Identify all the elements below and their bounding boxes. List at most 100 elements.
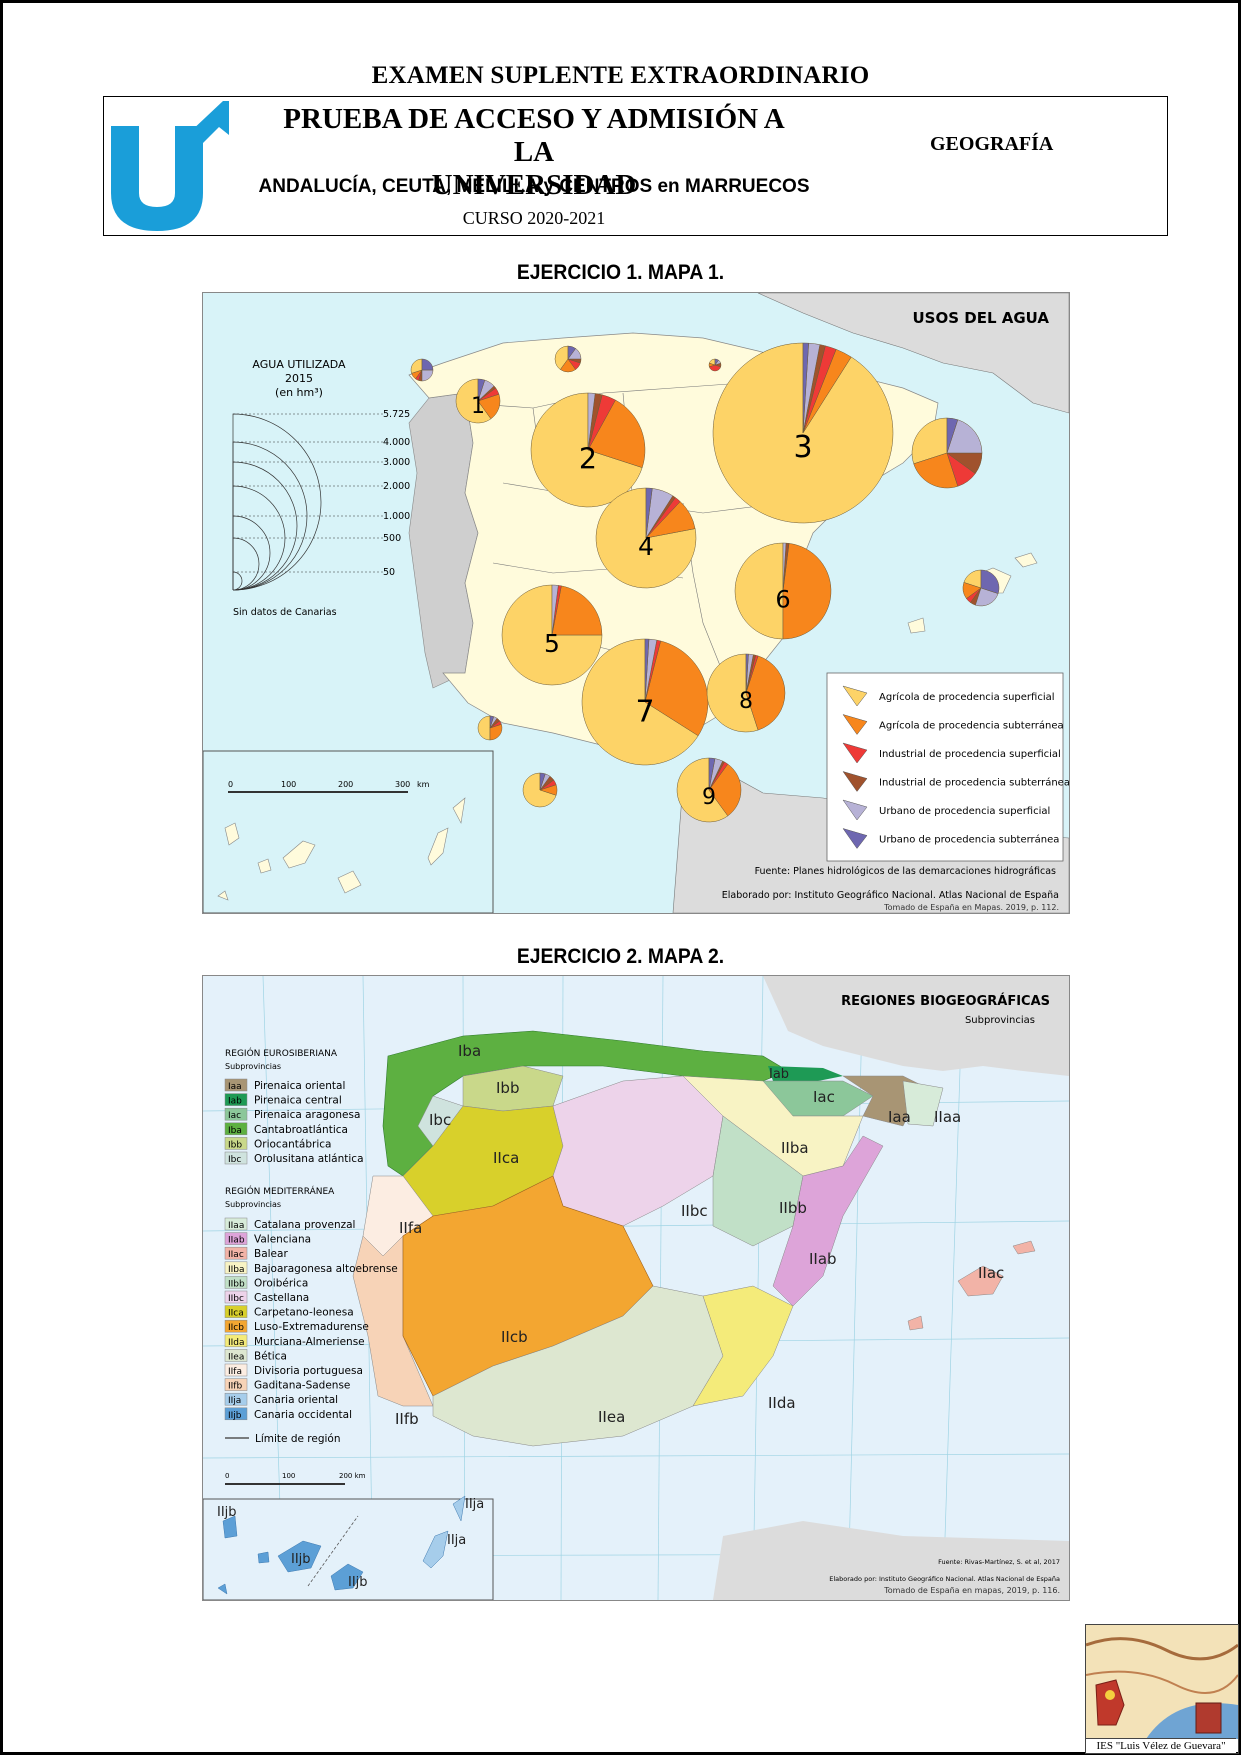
map2-credit: Elaborado por: Instituto Geográfico Naci… — [829, 1575, 1060, 1583]
water-uses-map: USOS DEL AGUA AGUA UTILIZADA 2015 (en hm… — [202, 292, 1070, 914]
pie-slice — [706, 653, 759, 733]
canary-islands — [217, 797, 466, 901]
legend-label: Balear — [254, 1248, 288, 1260]
legend-item: Ibb Oriocantábrica — [224, 1137, 331, 1150]
legend-label: Canaria occidental — [254, 1409, 352, 1421]
menorca-land — [1014, 552, 1038, 568]
km-scale-2: 0 100 200 km — [225, 1472, 366, 1485]
basin-number: 8 — [739, 689, 753, 714]
legend-item: IIba Bajoaragonesa altoebrense — [224, 1261, 398, 1275]
pie-slice — [587, 392, 596, 451]
legend-item: IIbb Oroibérica — [224, 1276, 308, 1289]
basin-number: 5 — [544, 629, 560, 658]
pie-slice — [745, 655, 786, 731]
svg-text:IIja: IIja — [447, 1533, 466, 1548]
legend-swatch — [224, 1378, 248, 1391]
km2-0: 0 — [225, 1472, 229, 1480]
legend-item: IIbc Castellana — [224, 1290, 309, 1304]
legend-swatch — [842, 714, 868, 735]
legend-code: IIac — [228, 1250, 244, 1260]
legend-swatch — [224, 1137, 248, 1150]
legend-label: Orolusitana atlántica — [254, 1153, 364, 1165]
pie-minor-13 — [962, 569, 1000, 607]
basin-number: 3 — [793, 430, 812, 465]
school-seal: IES "Luis Vélez de Guevara" — [1085, 1624, 1239, 1754]
pie-minor-14 — [477, 715, 503, 741]
legend-label: Bajoaragonesa altoebrense — [254, 1263, 398, 1275]
pie-slice — [489, 715, 495, 729]
region-ibc — [417, 1095, 464, 1147]
pie-slice — [554, 345, 569, 370]
pie-minor-12 — [911, 417, 983, 489]
header-regions: ANDALUCÍA, CEUTA, MELILLA y CENTROS en M… — [258, 176, 810, 197]
pie-slice — [913, 452, 959, 489]
legend-item: Industrial de procedencia subterránea — [842, 771, 1069, 792]
legend-swatch — [224, 1232, 248, 1245]
legend-code: IIea — [228, 1352, 244, 1362]
map1-source: Fuente: Planes hidrológicos de las demar… — [755, 866, 1056, 877]
pie-minor-11 — [708, 358, 722, 372]
label-ibb: Ibb — [496, 1079, 519, 1097]
legend-item: Iba Cantabroatlántica — [224, 1122, 348, 1136]
proportional-scale-labels: 5.725 4.000 3.000 2.000 1.000 500 50 — [383, 409, 410, 578]
legend-code: IIfb — [228, 1382, 242, 1392]
legend-swatch — [224, 1349, 248, 1362]
legend-label: Bética — [254, 1350, 287, 1362]
legend-code: IIaa — [228, 1221, 244, 1231]
legend-label: Murciana-Almeriense — [254, 1336, 365, 1348]
legend-swatch — [224, 1290, 248, 1304]
pie-slice — [782, 543, 832, 640]
scale-unit: (en hm³) — [275, 386, 323, 399]
scale-label: 1.000 — [383, 511, 410, 522]
legend-item: IIac Balear — [224, 1246, 288, 1260]
region-iab — [768, 1066, 843, 1084]
basin-number: 2 — [579, 442, 597, 475]
legend-item: Iab Pirenaica central — [224, 1093, 342, 1107]
exercise1-title: EJERCICIO 1. MAPA 1. — [516, 261, 725, 284]
legend-label: Industrial de procedencia subterránea — [879, 777, 1069, 789]
pie-1: 1 — [455, 378, 501, 424]
legend-swatch — [224, 1334, 248, 1348]
legend-swatch — [224, 1246, 248, 1260]
legend-code: Ibb — [228, 1140, 242, 1150]
legend-code: IIfa — [228, 1367, 242, 1377]
limit-label: Límite de región — [255, 1433, 341, 1445]
legend-swatch — [224, 1319, 248, 1333]
map2-title: REGIONES BIOGEOGRÁFICAS — [841, 993, 1050, 1009]
region-iba — [382, 1030, 789, 1177]
label-iida: IIda — [768, 1394, 796, 1412]
header-title-line2: UNIVERSIDAD — [431, 169, 637, 201]
legend-swatch — [224, 1305, 248, 1318]
scale-year: 2015 — [285, 372, 313, 385]
exercise2-title: EJERCICIO 2. MAPA 2. — [516, 945, 725, 968]
legend-label: Divisoria portuguesa — [254, 1365, 363, 1377]
pie-9: 9 — [676, 757, 742, 823]
legend-code: IIcb — [228, 1323, 244, 1333]
legend-code: IIca — [228, 1309, 244, 1319]
header-course: CURSO 2020-2021 — [462, 208, 606, 228]
legend-code: Iaa — [228, 1082, 242, 1092]
legend-code: IIjb — [228, 1411, 242, 1421]
legend-item: IIca Carpetano-leonesa — [224, 1305, 354, 1319]
legend-code: IIbc — [228, 1294, 244, 1304]
legend-swatch — [842, 799, 868, 821]
legend-swatch — [842, 828, 868, 849]
no-data-note: Sin datos de Canarias — [233, 607, 337, 618]
pie-5: 5 — [501, 584, 603, 686]
pie-slice — [714, 358, 719, 366]
legend-item: IIfb Gaditana-Sadense — [224, 1378, 350, 1392]
scale-label: 50 — [383, 567, 395, 578]
km-0: 0 — [228, 780, 233, 789]
africa-land-2 — [713, 1521, 1069, 1600]
label-iica: IIca — [493, 1149, 519, 1167]
legend-label: Pirenaica aragonesa — [254, 1109, 360, 1121]
canary-labels: IIjb IIjb IIjb IIja IIja — [217, 1497, 484, 1590]
legend-swatch — [224, 1217, 248, 1231]
pie-slice — [581, 638, 699, 766]
pie-minor-10 — [554, 345, 582, 373]
label-iibb: IIbb — [779, 1199, 807, 1217]
map2-subtitle: Subprovincias — [965, 1015, 1035, 1026]
map1-taken-from: Tomado de España en Mapas. 2019, p. 112. — [883, 903, 1059, 912]
